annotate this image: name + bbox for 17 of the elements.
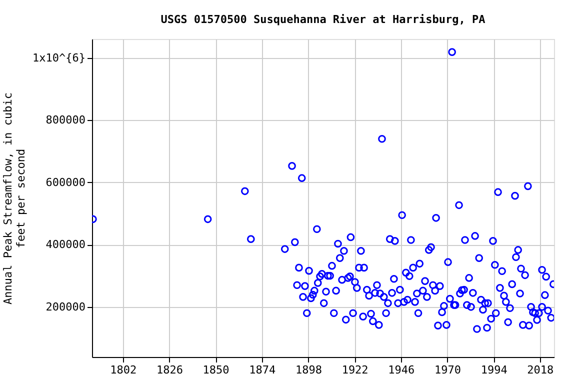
x-tick-label: 1826 [156, 364, 183, 376]
x-tick-label: 1946 [388, 364, 415, 376]
x-tick-label: 1898 [295, 364, 322, 376]
y-tick-label: 600000 [46, 176, 86, 189]
y-tick-label: 200000 [46, 300, 86, 314]
x-tick-label: 1922 [342, 364, 368, 376]
y-axis-title: Annual Peak Streamflow, in cubic feet per second [2, 92, 28, 304]
x-tick-label: 1874 [249, 364, 276, 376]
x-tick-label: 1970 [434, 364, 461, 376]
x-tick-label: 1850 [202, 364, 230, 376]
y-tick-label: 400000 [46, 238, 86, 252]
x-tick-label: 1802 [110, 364, 137, 376]
x-tick-label: 2018 [527, 364, 554, 376]
y-tick-label: 1x10^{6} [32, 51, 86, 64]
x-tick-label: 1994 [480, 364, 508, 376]
chart-title: USGS 01570500 Susquehanna River at Harrisburg, PA [160, 13, 486, 26]
y-tick-label: 800000 [46, 114, 86, 127]
